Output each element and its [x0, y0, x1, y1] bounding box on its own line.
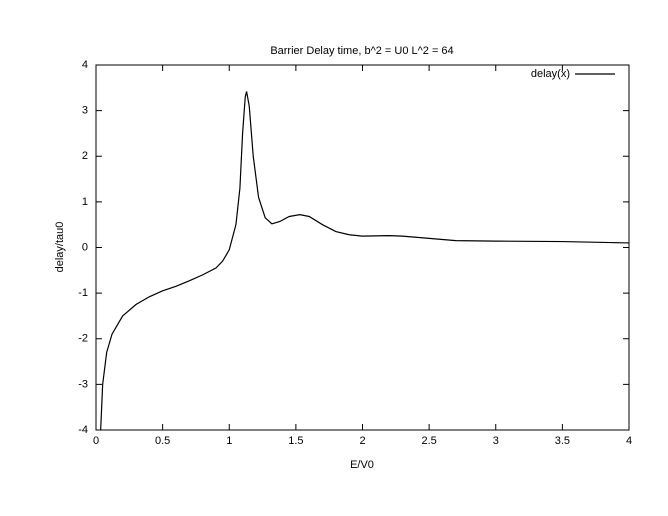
x-tick-label: 1 — [226, 435, 232, 447]
y-tick-label: 0 — [82, 241, 88, 253]
y-tick-label: -1 — [78, 287, 88, 299]
legend-label: delay(x) — [531, 68, 570, 80]
x-tick-label: 0.5 — [155, 435, 170, 447]
y-axis-label: delay/tau0 — [54, 222, 66, 273]
y-tick-label: 4 — [82, 59, 88, 71]
data-line — [100, 91, 630, 431]
x-tick-label: 0 — [93, 435, 99, 447]
x-axis-label: E/V0 — [350, 459, 374, 471]
y-tick-label: -3 — [78, 378, 88, 390]
y-tick-label: 1 — [82, 196, 88, 208]
plot-frame — [95, 64, 630, 431]
x-tick-label: 1.5 — [288, 435, 303, 447]
x-tick-label: 2 — [359, 435, 365, 447]
x-tick-label: 3.5 — [555, 435, 570, 447]
y-tick-label: 2 — [82, 150, 88, 162]
x-tick-label: 3 — [493, 435, 499, 447]
x-tick-label: 2.5 — [421, 435, 436, 447]
chart-title: Barrier Delay time, b^2 = U0 L^2 = 64 — [270, 45, 453, 57]
x-tick-label: 4 — [626, 435, 632, 447]
y-tick-label: -2 — [78, 333, 88, 345]
y-tick-label: -4 — [78, 424, 88, 436]
y-tick-label: 3 — [82, 105, 88, 117]
